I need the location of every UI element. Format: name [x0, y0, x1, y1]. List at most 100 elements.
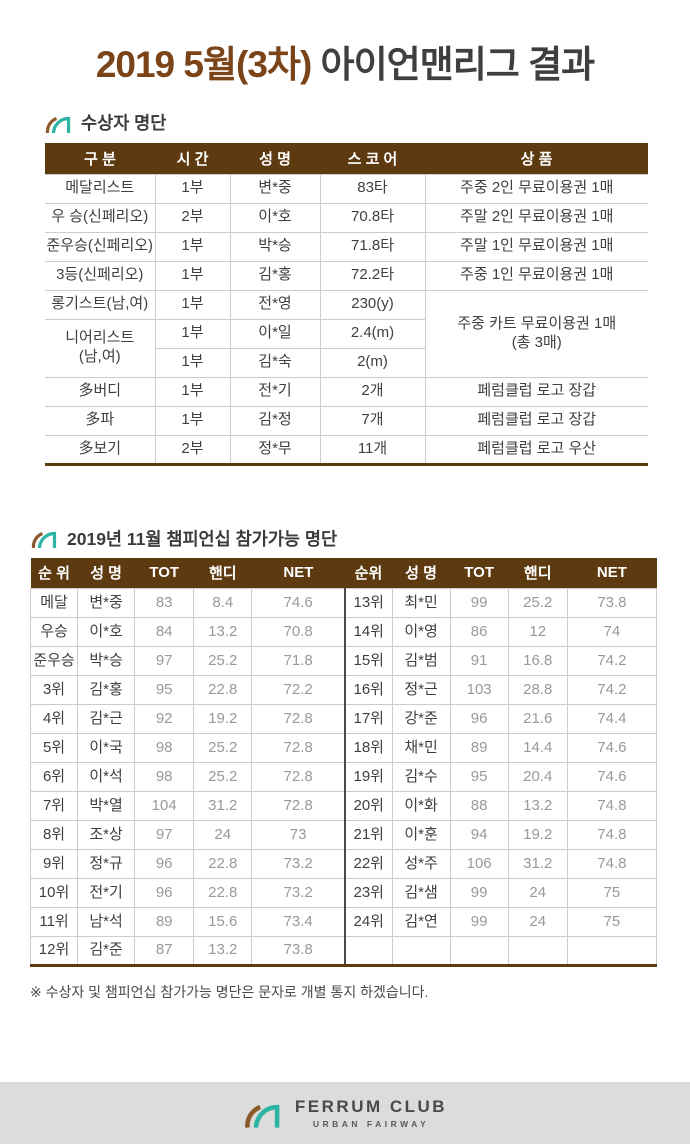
table-cell: 10위 [29, 878, 79, 908]
table-cell: 70.8 [251, 617, 346, 647]
table-cell: 김*수 [391, 762, 451, 792]
page-title: 2019 5월(3차) 아이언맨리그 결과 [0, 34, 690, 88]
footer: FERRUM CLUB URBAN FAIRWAY [0, 1082, 690, 1144]
table-cell: 15위 [343, 646, 393, 676]
table-cell: 이*영 [391, 617, 451, 647]
table-cell: 19.2 [507, 820, 568, 850]
table-cell: 변*중 [229, 173, 320, 203]
table-cell [566, 936, 658, 966]
table-cell: 성*주 [391, 849, 451, 879]
table-cell: 김*홍 [77, 675, 136, 705]
table-cell: 73.8 [566, 588, 658, 618]
table-cell: 74.8 [566, 849, 658, 879]
table-cell: 95 [449, 762, 509, 792]
table-cell: 12위 [29, 936, 79, 966]
table-cell: 22.8 [193, 878, 253, 908]
table-cell: 25.2 [507, 588, 568, 618]
table-cell: 주말 1인 무료이용권 1매 [424, 231, 648, 261]
table-cell: 8.4 [193, 588, 253, 618]
table-cell: 우 승(신페리오) [45, 202, 155, 232]
table-cell: 전*기 [77, 878, 136, 908]
column-header: 구 분 [45, 143, 155, 174]
table-cell: 페럼클럽 로고 우산 [424, 434, 648, 464]
table-cell: 31.2 [193, 791, 253, 821]
table-cell: 74.6 [251, 588, 346, 618]
table-cell: 김*범 [391, 646, 451, 676]
table-cell: 24 [507, 878, 568, 908]
table-cell: 7개 [319, 405, 425, 435]
table-cell: 13위 [343, 588, 393, 618]
table-cell: 75 [566, 907, 658, 937]
table-cell: 18위 [343, 733, 393, 763]
table-cell: 72.8 [251, 733, 346, 763]
table-cell: 23위 [343, 878, 393, 908]
table-cell: 多버디 [45, 376, 155, 406]
table-cell: 95 [134, 675, 195, 705]
table-cell: 97 [134, 646, 195, 676]
table-cell: 73.4 [251, 907, 346, 937]
table-cell: 정*무 [229, 434, 320, 464]
table-cell: 86 [449, 617, 509, 647]
column-header: 성 명 [392, 557, 451, 589]
table-cell: 11위 [29, 907, 79, 937]
table-cell: 99 [449, 878, 509, 908]
table-cell: 72.8 [251, 704, 346, 734]
table-cell: 롱기스트(남,여) [45, 289, 155, 319]
table-cell: 19.2 [193, 704, 253, 734]
table-cell: 이*호 [77, 617, 136, 647]
table-cell: 전*기 [229, 376, 320, 406]
table-cell: 74.6 [566, 762, 658, 792]
table-cell: 메달 [29, 588, 79, 618]
column-header: 시 간 [155, 143, 230, 174]
table-cell: 97 [134, 820, 195, 850]
table-cell: 25.2 [193, 762, 253, 792]
table-cell: 14.4 [507, 733, 568, 763]
table-cell: 김*샘 [391, 878, 451, 908]
table-cell: 20.4 [507, 762, 568, 792]
table-cell: 11개 [319, 434, 425, 464]
table-cell: 주중 2인 무료이용권 1매 [424, 173, 648, 203]
table-cell: 74.2 [566, 675, 658, 705]
table-cell: 72.2 [251, 675, 346, 705]
column-header: NET [251, 557, 345, 589]
brand-subtitle: URBAN FAIRWAY [312, 1119, 430, 1129]
table-cell: 최*민 [391, 588, 451, 618]
table-cell: 多보기 [45, 434, 155, 464]
ferrum-arch-icon [31, 531, 57, 549]
table-cell: 70.8타 [319, 202, 425, 232]
table-cell: 남*석 [77, 907, 136, 937]
table-cell: 4위 [29, 704, 79, 734]
table-cell: 6위 [29, 762, 79, 792]
table-cell: 2부 [154, 202, 230, 232]
table-cell: 김*연 [391, 907, 451, 937]
winners-section-title: 수상자 명단 [81, 113, 167, 133]
table-cell: 2부 [154, 434, 230, 464]
table-cell: 87 [134, 936, 195, 966]
championship-section-title: 2019년 11월 챔피언십 참가가능 명단 [67, 528, 338, 549]
table-cell: 24위 [343, 907, 393, 937]
table-cell: 89 [134, 907, 195, 937]
table-cell: 전*영 [229, 289, 320, 319]
table-cell: 89 [449, 733, 509, 763]
table-cell: 84 [134, 617, 195, 647]
table-cell: 페럼클럽 로고 장갑 [424, 376, 648, 406]
footnote: ※ 수상자 및 챔피언십 참가가능 명단은 문자로 개별 통지 하겠습니다. [30, 984, 429, 1000]
table-cell: 15.6 [193, 907, 253, 937]
table-cell: 71.8타 [319, 231, 425, 261]
page-title-rest: 아이언맨리그 결과 [311, 44, 596, 85]
column-header: 핸디 [508, 557, 568, 589]
ferrum-logo-icon [245, 1104, 280, 1128]
table-cell: 이*국 [77, 733, 136, 763]
table-cell: 1부 [154, 318, 230, 348]
column-header: NET [567, 557, 657, 589]
table-cell: 22위 [343, 849, 393, 879]
brand-name: FERRUM CLUB [294, 1097, 448, 1116]
table-cell: 73.2 [251, 849, 346, 879]
table-cell: 230(y) [319, 289, 425, 319]
table-cell: 13.2 [193, 617, 253, 647]
table-cell: 73 [251, 820, 346, 850]
winners-section-heading: 수상자 명단 [45, 110, 690, 135]
table-cell: 김*준 [77, 936, 136, 966]
table-cell: 니어리스트 (남,여) [45, 318, 155, 377]
